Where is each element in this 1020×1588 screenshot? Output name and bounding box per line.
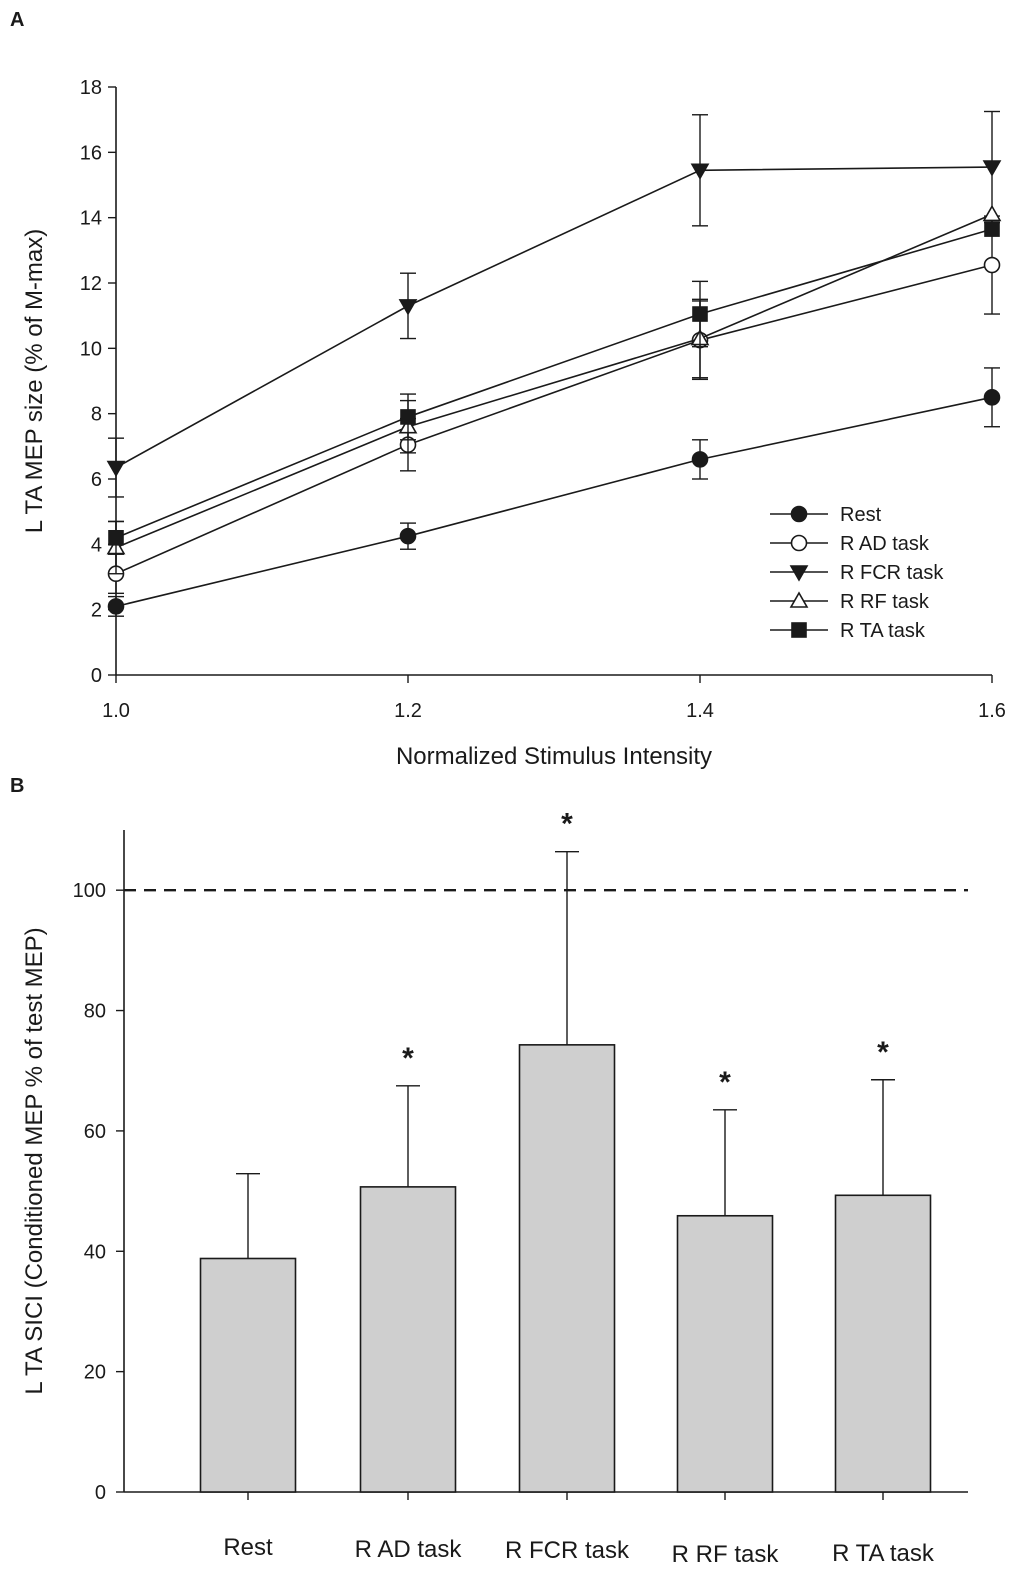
significance-star: * <box>877 1036 889 1069</box>
legend-marker <box>789 591 809 608</box>
panel-a-y-tick-label: 10 <box>80 338 102 360</box>
bar-group-r-ta-task: * R TA task <box>832 1036 935 1567</box>
series-line-r-ad-task <box>115 264 993 575</box>
series-line-r-fcr-task <box>115 166 993 469</box>
panel-a-x-axis-title: Normalized Stimulus Intensity <box>396 743 712 770</box>
panel-a-y-tick-label: 4 <box>91 534 102 556</box>
category-label: Rest <box>223 1534 273 1561</box>
data-point-r-fcr-task <box>982 160 1002 177</box>
bar-r-rf-task <box>676 1214 774 1493</box>
panel-a-y-tick-label: 14 <box>80 208 102 230</box>
panel-a-x-tick-label: 1.4 <box>686 700 714 722</box>
bar-r-ta-task <box>834 1194 932 1493</box>
panel-b-letter: B <box>10 775 24 797</box>
series-line-r-rf-task <box>115 213 993 549</box>
panel-a-y-axis-title: L TA MEP size (% of M-max) <box>21 229 48 534</box>
data-point-r-fcr-task <box>690 163 710 180</box>
panel-b-y-tick-label: 40 <box>84 1241 106 1263</box>
panel-a-x-tick-label: 1.6 <box>978 700 1006 722</box>
bar-rest <box>199 1257 297 1493</box>
legend-entry-r-fcr-task: R FCR task <box>770 562 944 584</box>
data-point-rest <box>107 598 125 615</box>
panel-a-axes: 0 2 4 6 8 10 12 14 16 18 1.0 1.2 1.4 1.6 <box>80 77 1006 722</box>
category-label: R RF task <box>672 1541 780 1568</box>
panel-b-y-tick-label: 60 <box>84 1121 106 1143</box>
panel-b-y-tick-label: 20 <box>84 1362 106 1384</box>
panel-b-y-tick-label: 100 <box>73 880 106 902</box>
category-label: R FCR task <box>505 1537 630 1564</box>
bar-group-r-rf-task: * R RF task <box>672 1066 780 1568</box>
legend-entry-r-ad-task: R AD task <box>770 533 930 555</box>
data-point-r-ad-task <box>983 256 1001 274</box>
legend-marker <box>791 622 807 638</box>
data-point-r-fcr-task <box>106 460 126 478</box>
panel-b-bars: Rest * R AD task * R FCR task * R RF task * R TA… <box>199 808 935 1568</box>
panel-a-y-tick-label: 12 <box>80 273 102 295</box>
legend-label: R FCR task <box>840 562 944 584</box>
bar-group-rest: Rest <box>199 1172 297 1561</box>
panel-a-y-tick-label: 6 <box>91 469 102 491</box>
bar-r-ad-task <box>359 1186 457 1493</box>
data-point-r-ta-task <box>984 221 1000 237</box>
panel-a-y-tick-label: 16 <box>80 142 102 164</box>
data-point-r-rf-task <box>982 204 1002 222</box>
data-point-rest <box>399 527 417 545</box>
series-r-fcr-task <box>106 110 1002 498</box>
data-point-rest <box>691 451 709 468</box>
data-point-r-ta-task <box>400 409 416 425</box>
panel-a-y-tick-label: 2 <box>91 600 102 622</box>
data-point-r-ta-task <box>692 306 708 322</box>
legend-label: Rest <box>840 504 882 526</box>
panel-a-y-tick-label: 0 <box>91 665 102 687</box>
data-point-r-fcr-task <box>398 299 418 316</box>
category-label: R TA task <box>832 1540 935 1567</box>
category-label: R AD task <box>355 1536 463 1563</box>
panel-a-series <box>106 110 1002 617</box>
legend-label: R AD task <box>840 533 930 555</box>
series-rest <box>107 367 1001 617</box>
panel-a-y-tick-label: 18 <box>80 77 102 99</box>
legend-marker <box>790 505 808 523</box>
data-point-rest <box>983 389 1001 406</box>
bar-r-fcr-task <box>518 1044 616 1493</box>
panel-b-axes: 0 20 40 60 80 100 <box>73 830 968 1504</box>
significance-star: * <box>561 808 573 841</box>
significance-star: * <box>719 1066 731 1099</box>
panel-b-y-tick-label: 0 <box>95 1482 106 1504</box>
series-line-rest <box>115 396 993 608</box>
legend-entry-rest: Rest <box>770 504 882 526</box>
legend-label: R RF task <box>840 591 930 613</box>
panel-b-y-tick-label: 80 <box>84 1001 106 1023</box>
bar-group-r-fcr-task: * R FCR task <box>505 808 630 1564</box>
data-point-r-ta-task <box>108 529 124 546</box>
panel-a-y-tick-label: 8 <box>91 404 102 426</box>
series-line-r-ta-task <box>115 228 993 539</box>
bar-group-r-ad-task: * R AD task <box>355 1042 463 1563</box>
series-r-ta-task <box>108 221 1000 555</box>
panel-a-legend: Rest R AD task R FCR task R RF task R TA tas… <box>770 504 944 642</box>
legend-marker <box>789 565 809 582</box>
legend-marker <box>790 534 808 552</box>
panel-a-x-tick-label: 1.0 <box>102 700 130 722</box>
legend-entry-r-rf-task: R RF task <box>770 591 930 613</box>
panel-a-letter: A <box>10 9 24 31</box>
panel-a-x-tick-label: 1.2 <box>394 700 422 722</box>
significance-star: * <box>402 1042 414 1075</box>
panel-b-y-axis-title: L TA SICI (Conditioned MEP % of test MEP… <box>21 927 48 1394</box>
legend-label: R TA task <box>840 620 926 642</box>
legend-entry-r-ta-task: R TA task <box>770 620 926 642</box>
